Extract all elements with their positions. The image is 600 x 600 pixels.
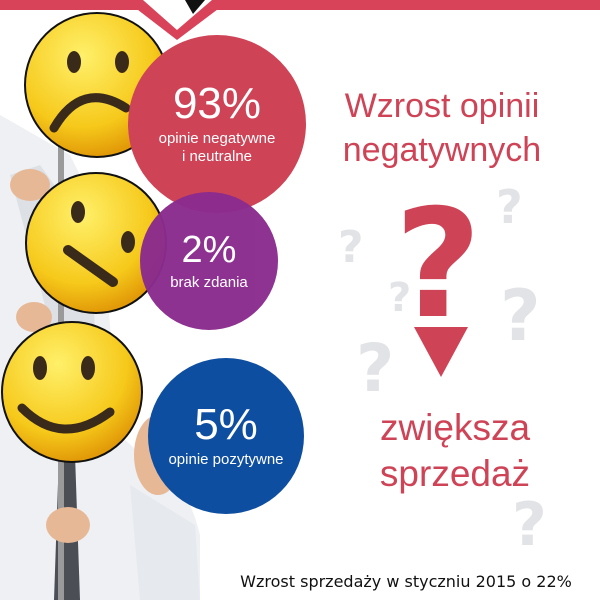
stat-label-line: opinie negatywne: [158, 130, 276, 147]
stat-percent: 2%: [181, 229, 237, 271]
question-mark-icon: ?: [338, 222, 364, 273]
top-banner-bar: [0, 0, 600, 10]
question-mark-icon: ?: [500, 275, 541, 357]
stat-label: opinie pozytywne: [168, 451, 284, 468]
stat-bubble-positive: 5% opinie pozytywne: [148, 358, 304, 514]
happy-face-icon: [1, 321, 143, 463]
stat-label: opinie negatywne i neutralne: [159, 130, 276, 166]
top-banner-notch: [125, 0, 230, 40]
question-mark-icon: ?: [388, 275, 412, 321]
subheadline: zwiększa sprzedaż: [330, 405, 580, 497]
neutral-face-icon: [25, 172, 167, 314]
question-mark-icon: ?: [356, 330, 395, 407]
headline-line: negatywnych: [342, 131, 542, 169]
stat-percent: 5%: [194, 400, 258, 449]
stat-label-line: i neutralne: [181, 148, 253, 165]
headline: Wzrost opinii negatywnych: [300, 84, 584, 172]
question-mark-icon: ?: [496, 180, 523, 234]
stat-bubble-undecided: 2% brak zdania: [140, 192, 278, 330]
headline-line: Wzrost opinii: [344, 87, 540, 125]
subheadline-line: zwiększa: [379, 407, 531, 448]
question-mark-icon: ?: [394, 178, 482, 352]
down-arrow-icon: [414, 327, 468, 377]
stat-bubble-negative: 93% opinie negatywne i neutralne: [128, 35, 306, 213]
subheadline-line: sprzedaż: [379, 453, 531, 494]
footer-text: Wzrost sprzedaży w styczniu 2015 o 22%: [240, 572, 572, 591]
stat-percent: 93%: [172, 79, 262, 128]
question-mark-icon: ?: [512, 490, 547, 560]
stat-label: brak zdania: [170, 274, 248, 291]
